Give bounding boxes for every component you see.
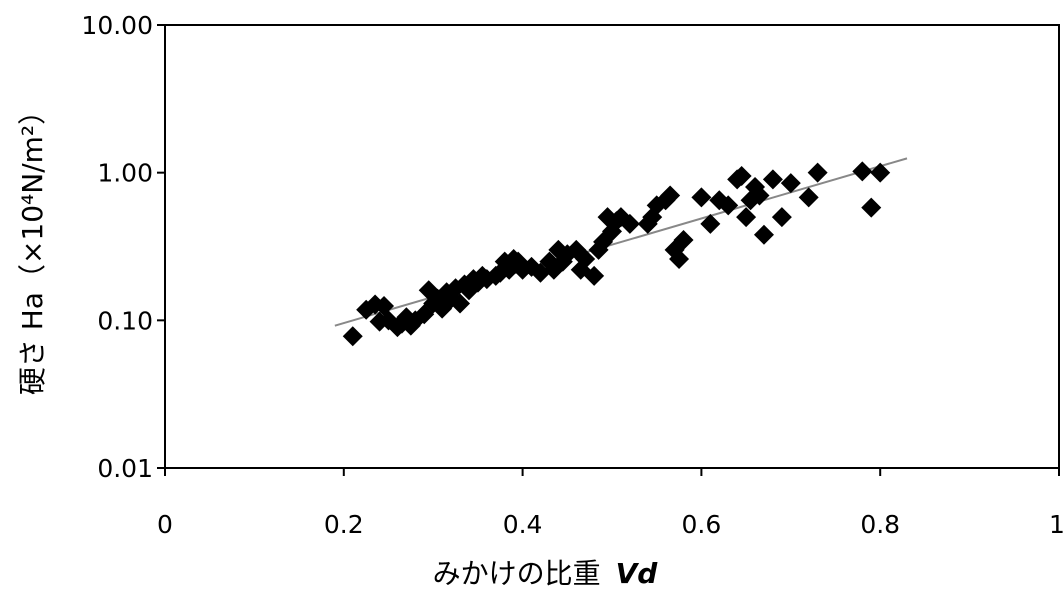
data-point xyxy=(771,207,792,228)
data-point xyxy=(807,162,828,183)
y-axis-title: 硬さ Ha（×10⁴N/m²） xyxy=(16,97,49,395)
data-point xyxy=(691,187,712,208)
data-point xyxy=(753,224,774,245)
y-tick-label: 1.00 xyxy=(97,159,153,188)
y-tick-label: 0.01 xyxy=(97,454,153,483)
data-point xyxy=(762,169,783,190)
data-point xyxy=(530,262,551,283)
data-point xyxy=(780,173,801,194)
data-point xyxy=(660,185,681,206)
data-point xyxy=(798,187,819,208)
data-point xyxy=(700,213,721,234)
x-tick-label: 0.4 xyxy=(503,510,543,539)
data-point xyxy=(870,162,891,183)
data-point xyxy=(619,213,640,234)
data-point xyxy=(718,195,739,216)
x-axis-title-symbol: Vd xyxy=(616,557,659,590)
data-point xyxy=(575,249,596,270)
x-axis-title: みかけの比重 Vd xyxy=(433,557,659,590)
data-point xyxy=(852,161,873,182)
data-point xyxy=(669,249,690,270)
data-point xyxy=(861,197,882,218)
data-point xyxy=(673,229,694,250)
data-point xyxy=(736,207,757,228)
data-point xyxy=(450,293,471,314)
x-axis-title-text: みかけの比重 xyxy=(433,557,601,590)
y-tick-label: 10.00 xyxy=(81,11,153,40)
data-points xyxy=(342,161,891,347)
data-point xyxy=(749,185,770,206)
x-tick-label: 1 xyxy=(1049,510,1063,539)
plot-area xyxy=(164,24,1060,469)
x-tick-label: 0.6 xyxy=(682,510,722,539)
x-tick-label: 0.8 xyxy=(860,510,900,539)
y-axis-ticks: 0.01 0.10 1.00 10.00 xyxy=(81,11,165,483)
data-point xyxy=(584,265,605,286)
data-point xyxy=(342,326,363,347)
x-tick-label: 0 xyxy=(157,510,173,539)
y-tick-label: 0.10 xyxy=(97,306,153,335)
x-tick-label: 0.2 xyxy=(324,510,364,539)
x-axis-ticks: 0 0.2 0.4 0.6 0.8 1 xyxy=(157,468,1063,539)
data-point xyxy=(731,165,752,186)
